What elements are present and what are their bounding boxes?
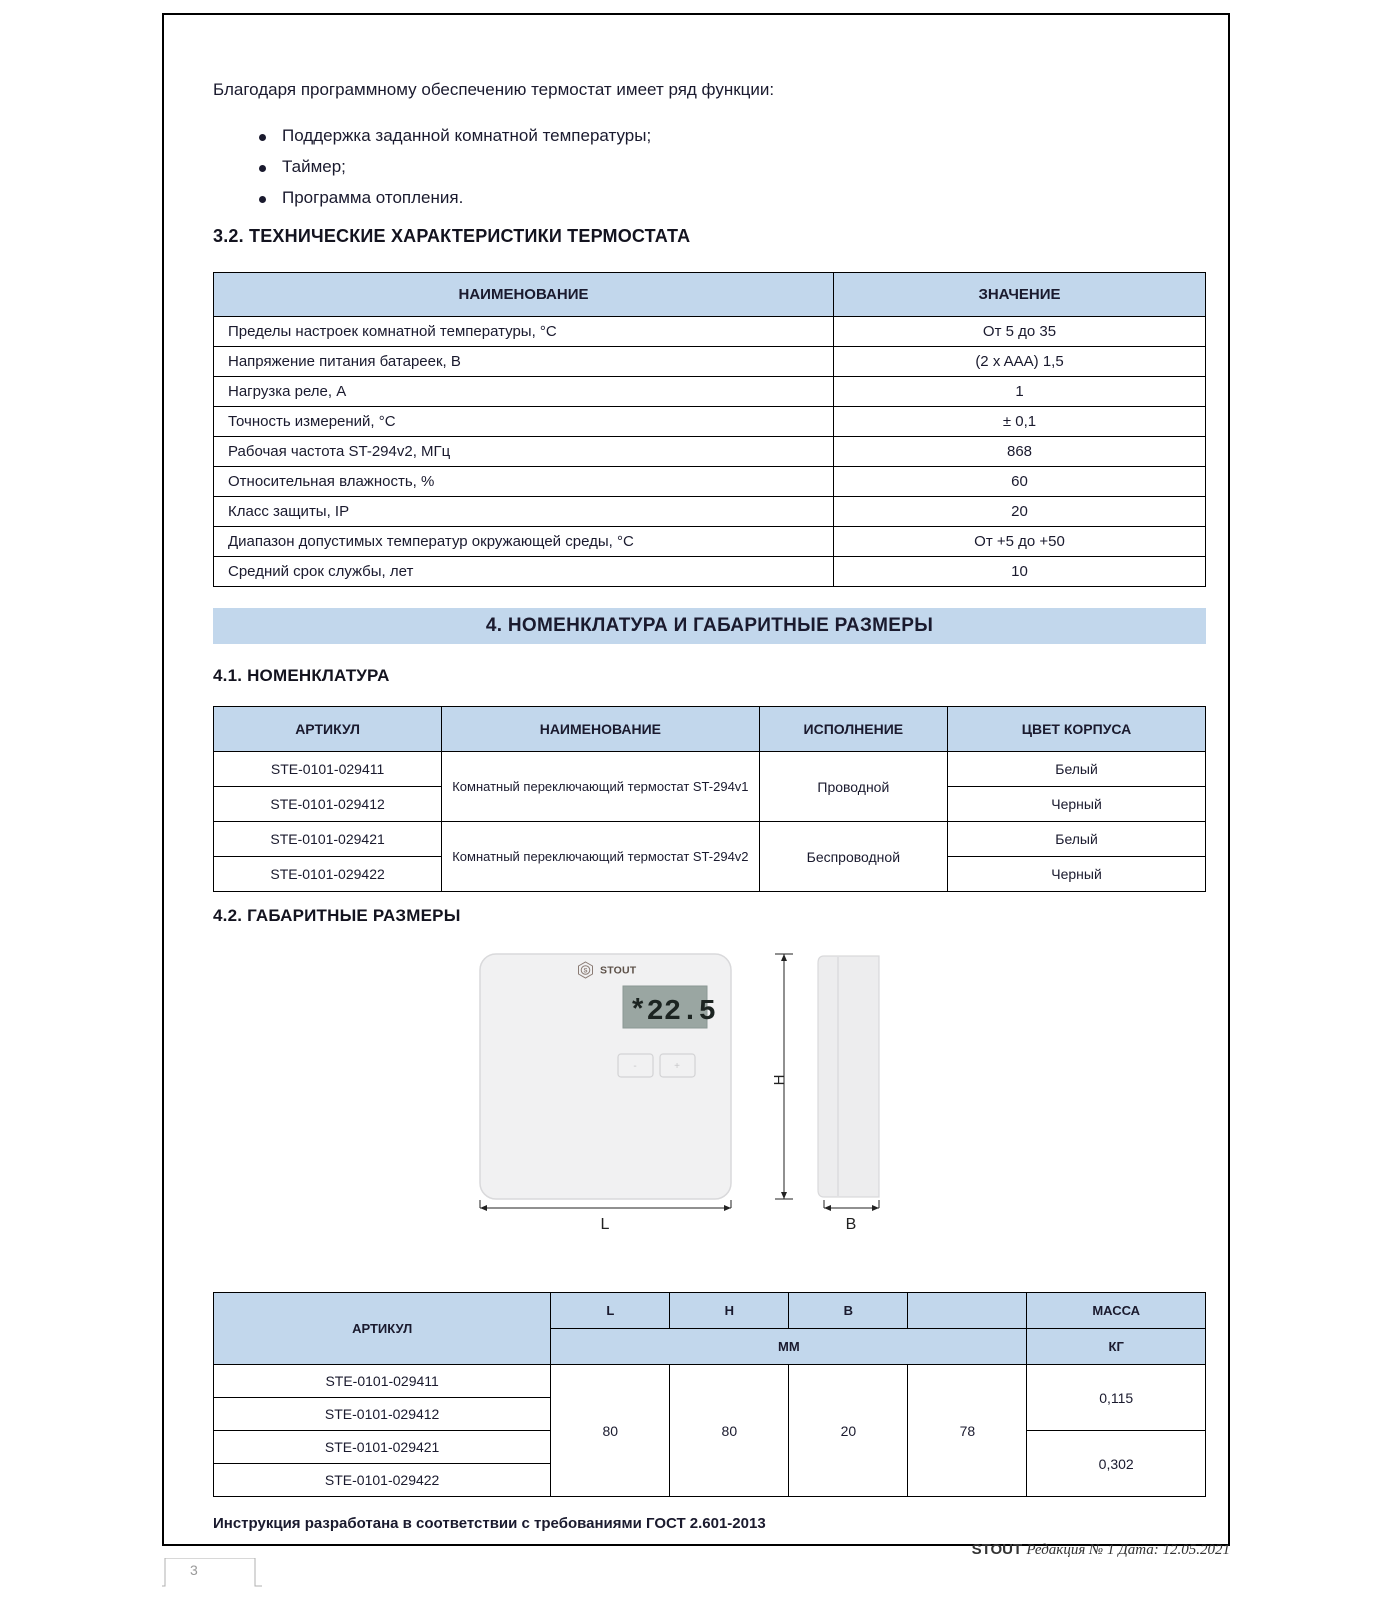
svg-text:+: + xyxy=(674,1061,680,1072)
svg-text:STOUT: STOUT xyxy=(600,965,637,977)
svg-text:H: H xyxy=(771,1075,788,1086)
svg-text:*22.5: *22.5 xyxy=(629,995,716,1028)
svg-text:-: - xyxy=(633,1061,636,1072)
svg-text:S: S xyxy=(583,968,587,974)
svg-text:B: B xyxy=(845,1216,856,1233)
svg-text:L: L xyxy=(600,1216,609,1233)
